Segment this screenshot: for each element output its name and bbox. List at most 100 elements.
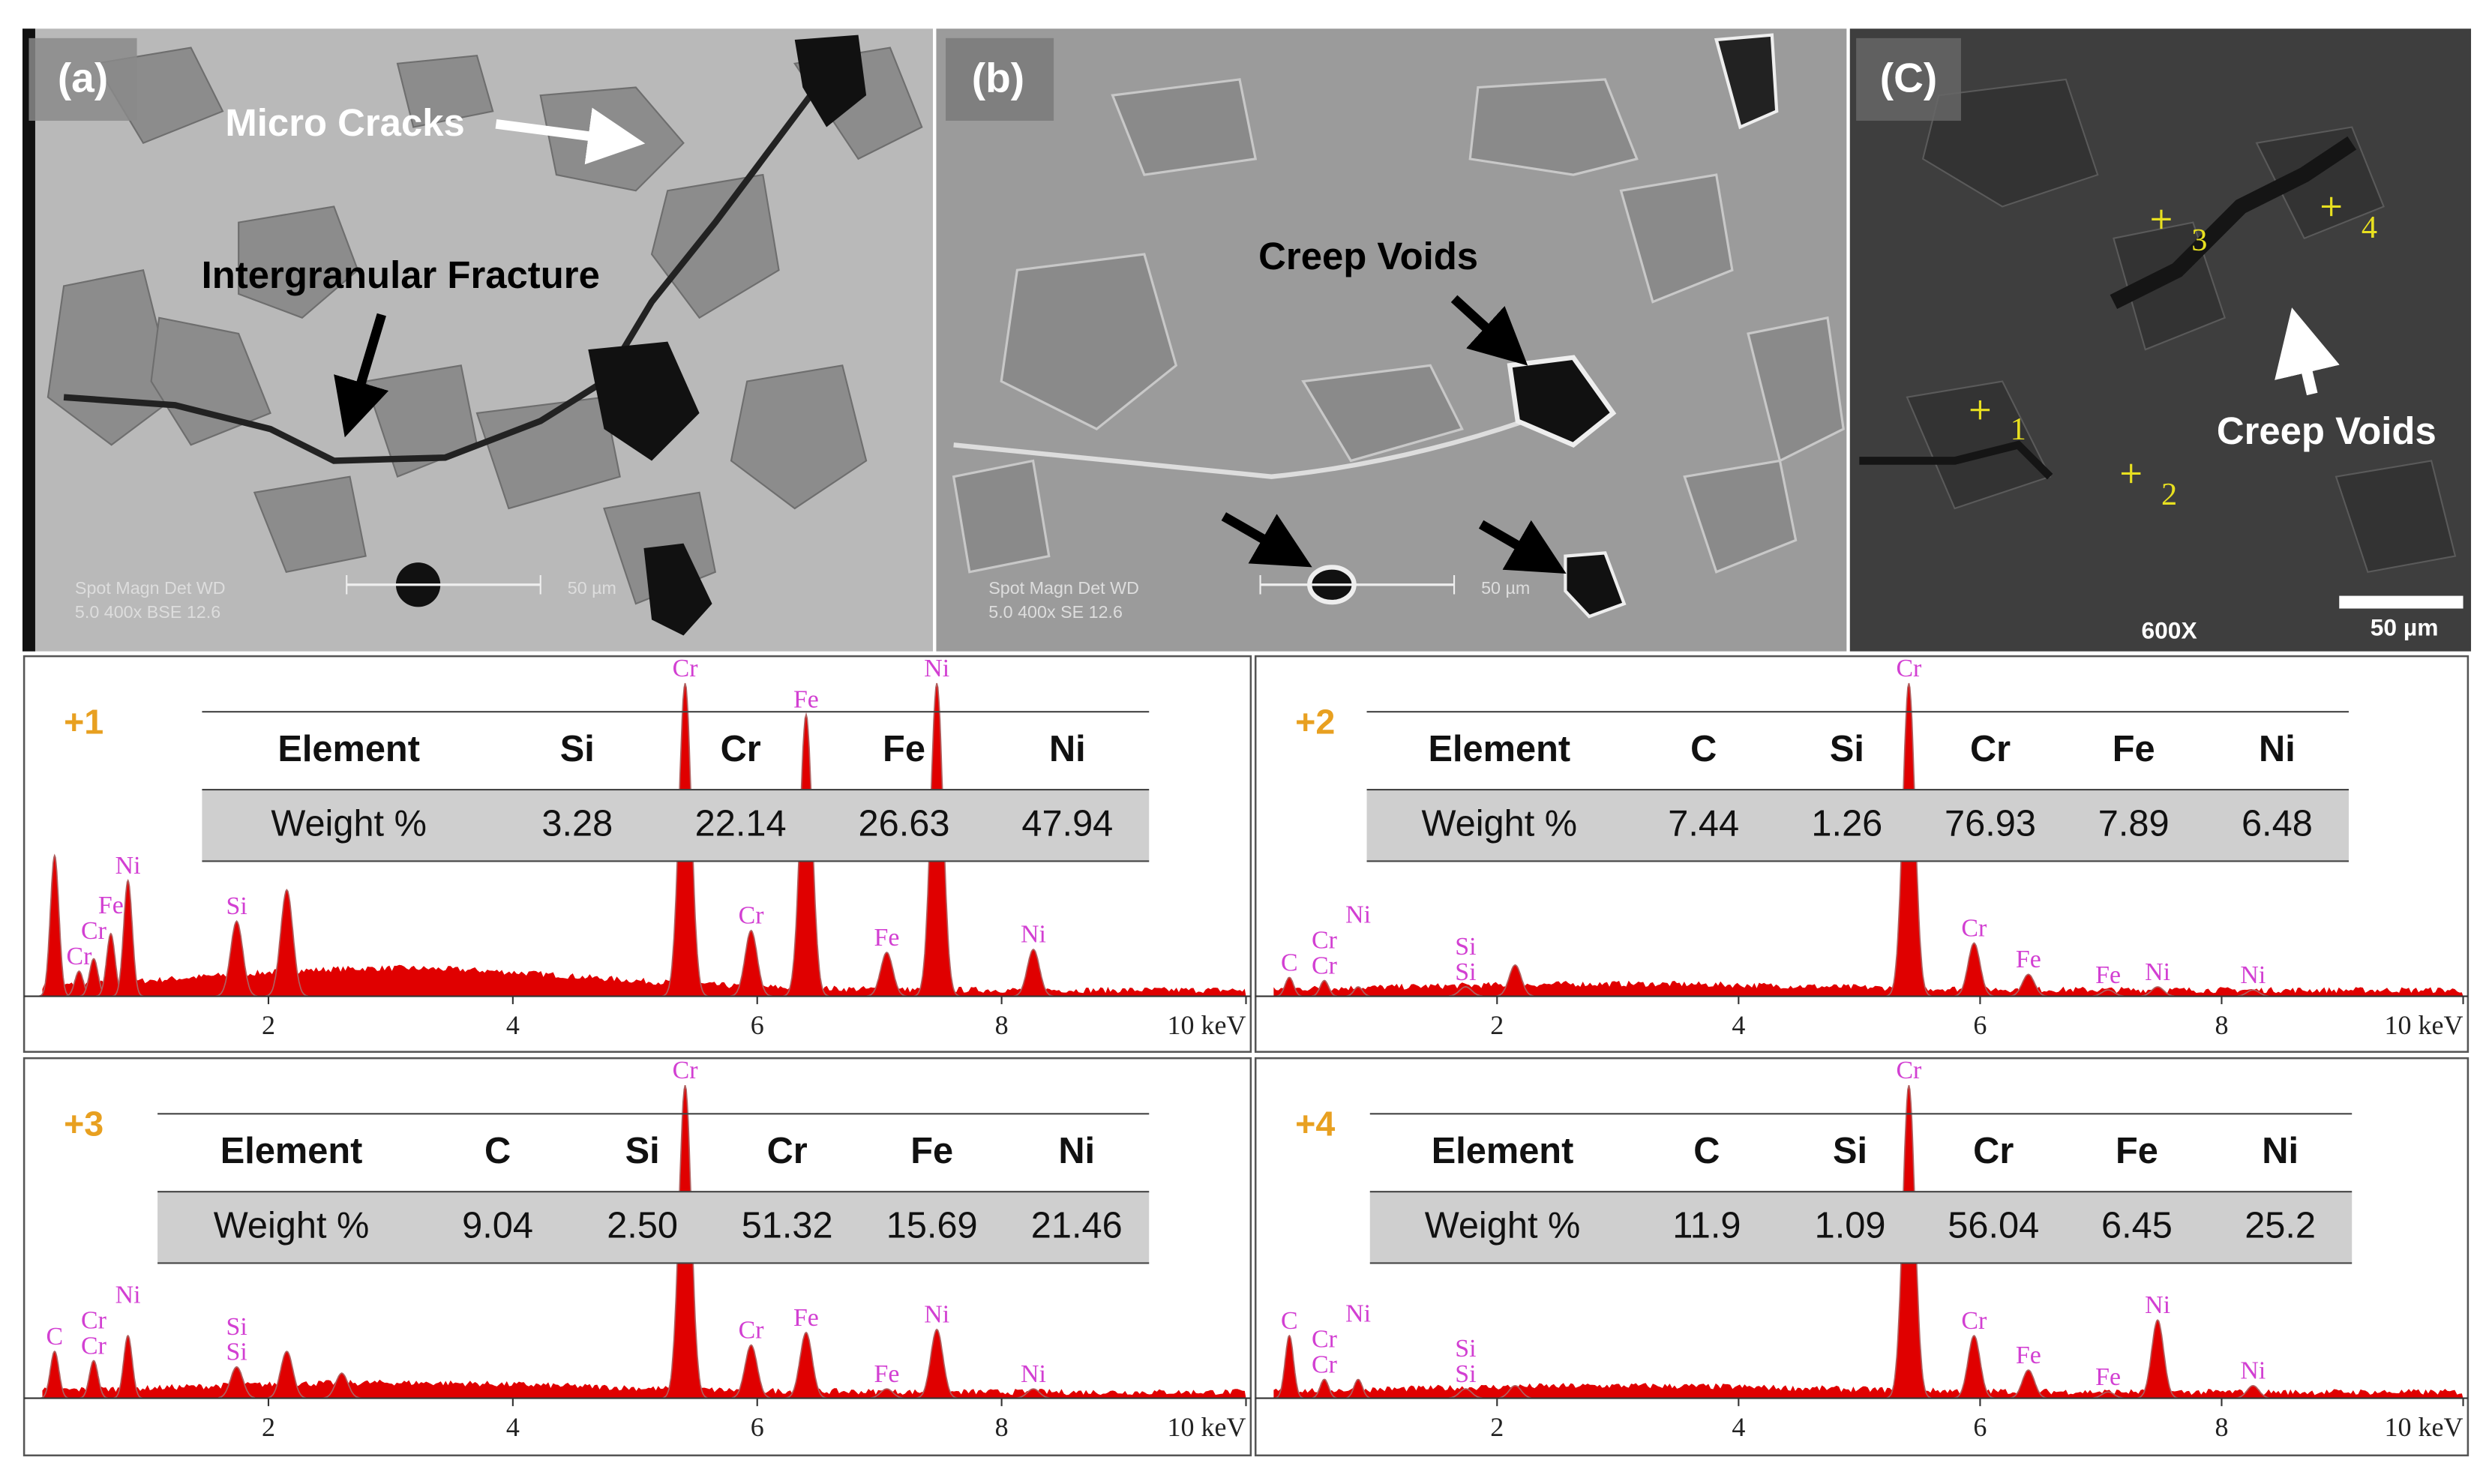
background-continuum [1273, 980, 2464, 997]
table-header: Ni [1058, 1131, 1095, 1171]
table-cell: 76.93 [1945, 804, 2036, 844]
peak-label: Ni [2240, 1357, 2266, 1385]
peak [727, 929, 776, 997]
peak-label: Cr [1896, 655, 1921, 682]
table-header: Cr [1973, 1131, 2014, 1171]
table-cell: 1.26 [1811, 804, 1882, 844]
scale-bar-label: 50 µm [1481, 578, 1530, 598]
table-header: Si [1833, 1131, 1867, 1171]
point-label: +2 [1295, 703, 1335, 742]
peak [727, 1344, 776, 1399]
table-cell: Weight % [214, 1206, 370, 1246]
table-cell: 7.89 [2098, 804, 2170, 844]
table-cell: 56.04 [1948, 1206, 2039, 1246]
peak [781, 1331, 831, 1399]
peak-label: Cr [1961, 914, 1987, 942]
peak-label: Fe [2095, 961, 2121, 989]
peak [2133, 1319, 2182, 1399]
peak-label: Cr [81, 1332, 106, 1360]
table-header: C [1693, 1131, 1720, 1171]
sem-image-c [1849, 28, 2472, 652]
peak-label: Ni [924, 1301, 949, 1329]
peak [211, 919, 262, 997]
x-tick-label: 2 [1490, 1412, 1504, 1442]
x-tick-label: 10 keV [1167, 1412, 1246, 1442]
table-cell: 6.45 [2101, 1206, 2173, 1246]
peak [912, 1328, 961, 1399]
peak [110, 1334, 145, 1399]
peak-label: Cr [1312, 1325, 1337, 1353]
point-label: 4 [2362, 210, 2377, 245]
table-header: Element [1429, 729, 1571, 769]
table-cell: 47.94 [1021, 804, 1113, 844]
table-cell: 26.63 [859, 804, 950, 844]
table-header: Fe [2113, 729, 2155, 769]
peak-label: Cr [1312, 952, 1337, 979]
annotation: Intergranular Fracture [202, 253, 600, 296]
peak-label: Fe [793, 1304, 819, 1332]
peak-label: Si [1455, 933, 1476, 961]
point-label: +3 [64, 1105, 103, 1144]
peak-label: Ni [2145, 958, 2170, 986]
table-header: Ni [2262, 1131, 2299, 1171]
table-cell: 11.9 [1672, 1206, 1741, 1246]
table-header: Element [220, 1131, 363, 1171]
peak [110, 878, 145, 997]
peak-label: Ni [115, 1282, 141, 1309]
peak-label: Cr [1961, 1307, 1987, 1335]
microscope-info: 5.0 400x SE 12.6 [988, 602, 1123, 622]
peak-label: Cr [673, 1057, 698, 1084]
x-tick-label: 4 [506, 1010, 520, 1040]
panel-label: (C) [1880, 55, 1937, 101]
peak-label: Fe [2095, 1363, 2121, 1391]
point-label: +4 [1295, 1105, 1335, 1144]
peak [1009, 948, 1058, 997]
microscope-info: 5.0 400x BSE 12.6 [75, 602, 220, 622]
table-cell: 2.50 [607, 1206, 678, 1246]
peak-label: Si [1455, 1335, 1476, 1363]
table-header: Cr [1970, 729, 2011, 769]
table-cell: 9.04 [462, 1206, 533, 1246]
peak [37, 853, 72, 997]
table-row-bg [1366, 790, 2349, 862]
table-cell: Weight % [1425, 1206, 1581, 1246]
scale-bar-label: 50 µm [568, 578, 616, 598]
table-cell: Weight % [1422, 804, 1578, 844]
annotation: Creep Voids [2217, 409, 2437, 452]
table-row-bg [1369, 1192, 2353, 1264]
table-header: Si [625, 1131, 660, 1171]
point-label: 3 [2191, 223, 2207, 258]
sem-image-b [936, 28, 1847, 652]
sem-image-a [22, 28, 934, 652]
table-cell: Weight % [271, 804, 427, 844]
table-cell: 51.32 [742, 1206, 833, 1246]
x-tick-label: 6 [751, 1412, 764, 1442]
peak-label: Cr [81, 1306, 106, 1334]
table-header: Ni [1049, 729, 1086, 769]
x-tick-label: 2 [262, 1412, 275, 1442]
peak [1950, 942, 1999, 997]
point-label: 1 [2011, 412, 2026, 447]
peak-label: Cr [81, 917, 106, 945]
point-label: 2 [2161, 477, 2177, 512]
peak-label: Fe [2016, 946, 2041, 973]
table-row-bg [157, 1192, 1150, 1264]
x-tick-label: 6 [1973, 1412, 1987, 1442]
x-tick-label: 10 keV [1167, 1010, 1246, 1040]
peak-label: Si [226, 1339, 247, 1366]
peak-label: Cr [673, 655, 698, 682]
table-row-bg [202, 790, 1150, 862]
x-tick-label: 8 [995, 1010, 1009, 1040]
x-tick-label: 4 [506, 1412, 520, 1442]
peak-label: C [1281, 949, 1298, 976]
peak-label: Fe [2016, 1342, 2041, 1369]
table-header: Si [560, 729, 595, 769]
x-tick-label: 4 [1732, 1412, 1745, 1442]
table-header: Element [277, 729, 420, 769]
peak-label: Cr [739, 1316, 764, 1344]
table-header: Si [1830, 729, 1864, 769]
peak-label: Si [1455, 958, 1476, 986]
